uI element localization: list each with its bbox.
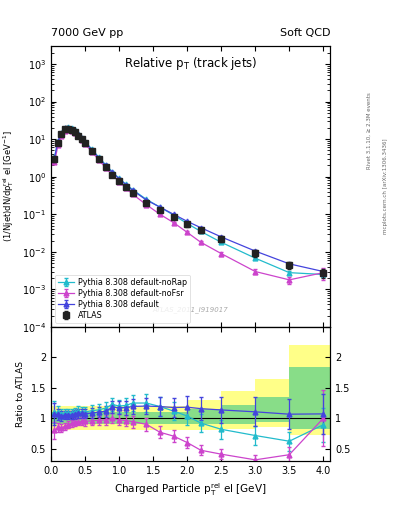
Text: 7000 GeV pp: 7000 GeV pp [51, 28, 123, 38]
Text: ATLAS_2011_I919017: ATLAS_2011_I919017 [153, 306, 228, 313]
X-axis label: Charged Particle p$_\mathrm{T}^{\mathrm{rel}}$ el [GeV]: Charged Particle p$_\mathrm{T}^{\mathrm{… [114, 481, 267, 498]
Text: Relative p$_\mathrm{T}$ (track jets): Relative p$_\mathrm{T}$ (track jets) [124, 54, 257, 72]
Y-axis label: Ratio to ATLAS: Ratio to ATLAS [16, 361, 25, 427]
Legend: Pythia 8.308 default-noRap, Pythia 8.308 default-noFsr, Pythia 8.308 default, AT: Pythia 8.308 default-noRap, Pythia 8.308… [55, 274, 190, 323]
Y-axis label: (1/Njet)dN/dp$_\mathrm{T}^\mathrm{rel}$ el [GeV$^{-1}$]: (1/Njet)dN/dp$_\mathrm{T}^\mathrm{rel}$ … [2, 131, 17, 242]
Text: Rivet 3.1.10, ≥ 2.3M events: Rivet 3.1.10, ≥ 2.3M events [367, 92, 372, 169]
Text: mcplots.cern.ch [arXiv:1306.3436]: mcplots.cern.ch [arXiv:1306.3436] [384, 139, 388, 234]
Text: Soft QCD: Soft QCD [280, 28, 330, 38]
